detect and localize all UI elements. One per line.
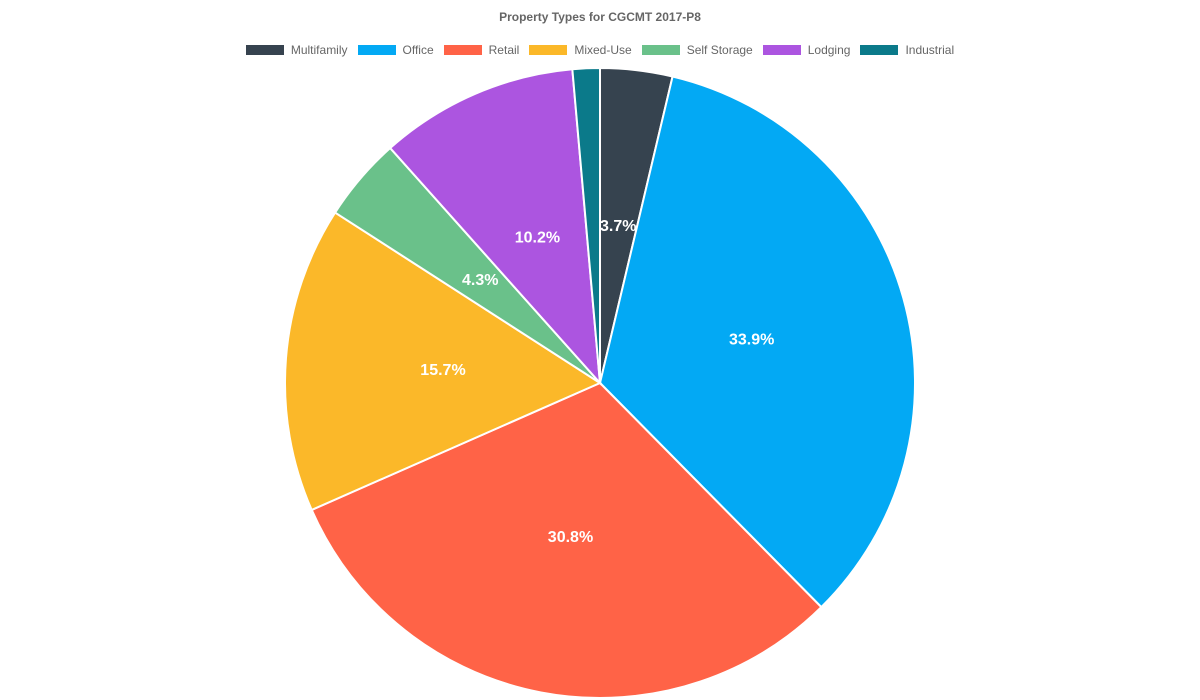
- pie-slice-mixed-use[interactable]: [284, 211, 603, 512]
- legend-item-multifamily[interactable]: Multifamily: [245, 43, 348, 57]
- legend-swatch: [529, 45, 568, 55]
- pie-slice-office[interactable]: [598, 75, 916, 609]
- legend-item-industrial[interactable]: Industrial: [860, 43, 954, 57]
- slice-label-retail: 30.8%: [548, 529, 593, 546]
- slice-label-mixed-use: 15.7%: [420, 362, 465, 379]
- legend-label: Mixed-Use: [574, 43, 632, 57]
- pie-slice-retail[interactable]: [310, 381, 823, 699]
- legend-label: Lodging: [807, 43, 851, 57]
- slice-label-self-storage: 4.3%: [462, 272, 498, 289]
- legend-swatch: [860, 45, 899, 55]
- legend-item-office[interactable]: Office: [357, 43, 434, 57]
- legend: Multifamily Office Retail Mixed-Use Self Sto…: [0, 43, 1200, 57]
- legend-item-lodging[interactable]: Lodging: [762, 43, 851, 57]
- legend-item-mixed-use[interactable]: Mixed-Use: [529, 43, 632, 57]
- chart-title: Property Types for CGCMT 2017-P8: [499, 10, 701, 24]
- pie-slice-lodging[interactable]: [388, 68, 602, 386]
- legend-label: Office: [402, 43, 434, 57]
- legend-swatch: [641, 45, 680, 55]
- legend-swatch: [443, 45, 482, 55]
- legend-label: Multifamily: [290, 43, 348, 57]
- slice-label-office: 33.9%: [729, 332, 774, 349]
- slice-label-lodging: 10.2%: [515, 230, 560, 247]
- legend-item-retail[interactable]: Retail: [443, 43, 520, 57]
- legend-label: Industrial: [905, 43, 955, 57]
- legend-swatch: [357, 45, 396, 55]
- legend-swatch: [245, 45, 284, 55]
- legend-swatch: [762, 45, 801, 55]
- legend-label: Retail: [488, 43, 520, 57]
- legend-label: Self Storage: [686, 43, 753, 57]
- legend-item-self-storage[interactable]: Self Storage: [641, 43, 753, 57]
- slice-label-multifamily: 3.7%: [600, 218, 636, 235]
- pie-slice-industrial[interactable]: [571, 66, 601, 384]
